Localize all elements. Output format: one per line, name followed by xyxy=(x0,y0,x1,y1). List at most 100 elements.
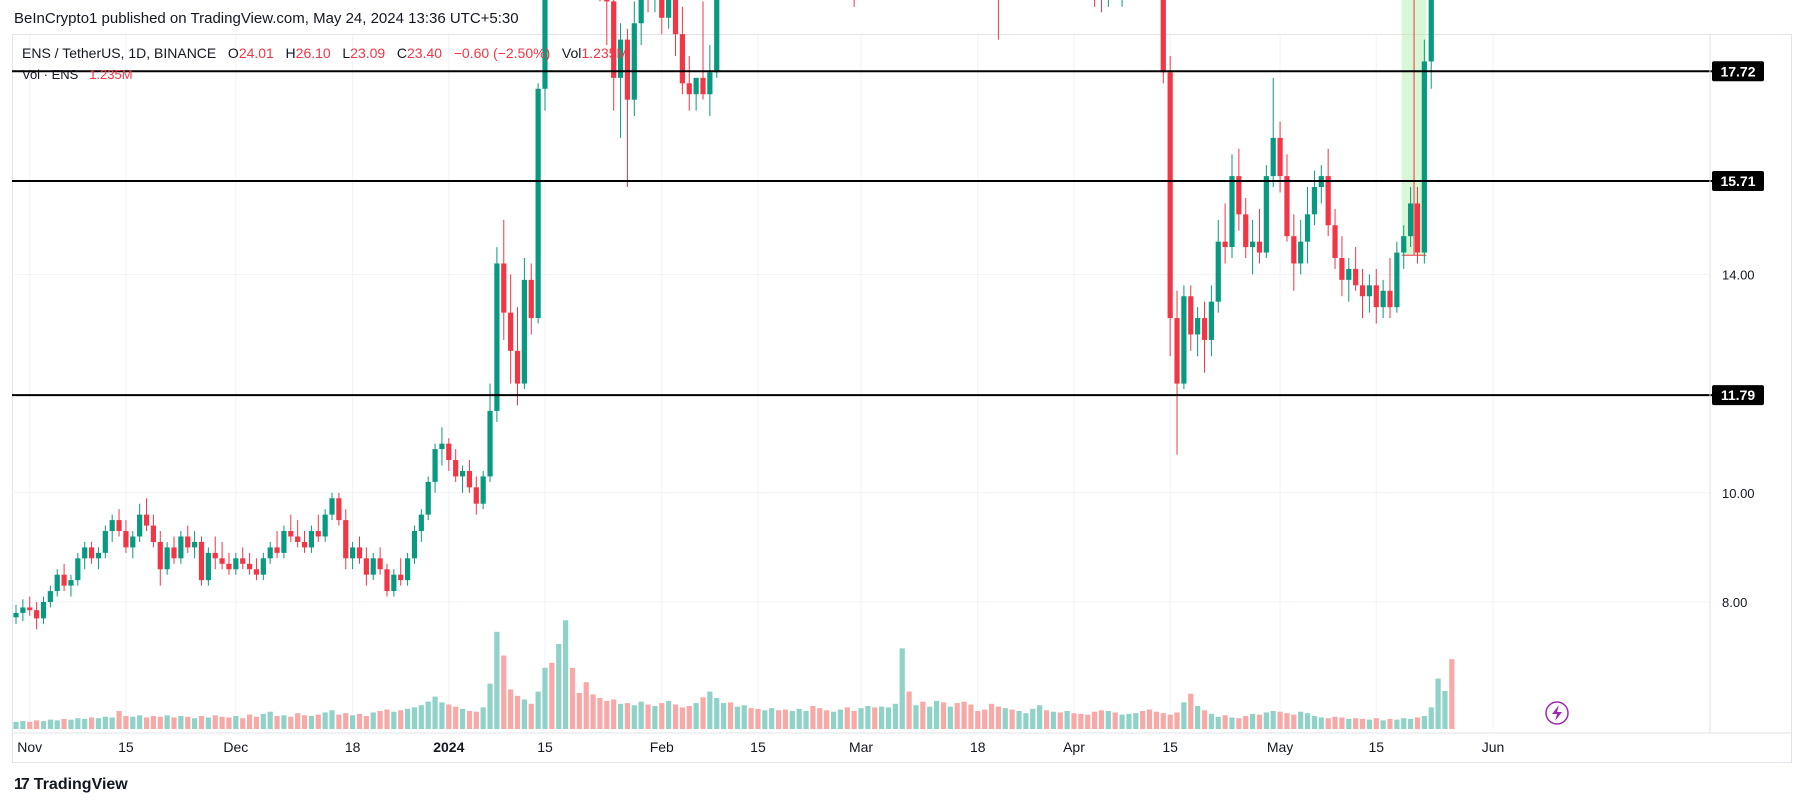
volume-bar xyxy=(583,682,589,729)
x-tick-label: 15 xyxy=(1162,739,1178,755)
lightning-icon[interactable] xyxy=(1545,701,1569,725)
volume-bar xyxy=(253,716,260,729)
volume-bar xyxy=(82,718,88,729)
volume-bar xyxy=(1359,718,1366,729)
volume-bar xyxy=(1408,718,1414,729)
volume-bar xyxy=(1304,713,1311,729)
volume-bar xyxy=(418,705,424,729)
volume-bar xyxy=(308,716,315,729)
volume-bar xyxy=(611,699,617,729)
volume-bar xyxy=(1311,716,1318,729)
volume-bar xyxy=(130,716,136,729)
candle-body xyxy=(514,350,521,384)
volume-bar xyxy=(1009,709,1015,729)
level-price-box xyxy=(1712,385,1764,406)
candle-body xyxy=(329,498,335,515)
volume-bar xyxy=(1421,716,1427,729)
tradingview-footer[interactable]: 17 TradingView xyxy=(14,776,128,794)
volume-bar xyxy=(123,716,129,729)
candle-body xyxy=(1291,236,1297,264)
candle-body xyxy=(1195,318,1201,335)
volume-bar xyxy=(789,711,795,729)
candle-body xyxy=(192,541,198,548)
volume-bar xyxy=(1277,711,1283,729)
volume-bar xyxy=(940,702,947,729)
candle-body xyxy=(501,263,507,313)
candle-body xyxy=(1215,241,1221,302)
candle-body xyxy=(487,410,493,477)
volume-bar xyxy=(1414,717,1421,729)
candle-body xyxy=(123,531,129,548)
candle-body xyxy=(68,580,74,586)
x-tick-label: 2024 xyxy=(433,739,464,755)
candle-body xyxy=(508,312,514,351)
volume-bar xyxy=(590,694,596,729)
candle-body xyxy=(343,520,349,559)
candle-body xyxy=(20,607,26,613)
volume-bar xyxy=(913,705,919,729)
candle-body xyxy=(61,574,67,586)
volume-bar xyxy=(872,707,878,729)
candle-body xyxy=(1229,176,1235,248)
candle-body xyxy=(1201,318,1208,340)
candle-body xyxy=(672,0,679,35)
x-tick-label: May xyxy=(1267,739,1293,755)
candle-body xyxy=(82,547,88,559)
x-tick-label: 15 xyxy=(750,739,766,755)
volume-bar xyxy=(411,707,418,729)
candle-body xyxy=(116,520,122,532)
volume-bar xyxy=(1201,710,1208,729)
volume-bar xyxy=(68,719,74,729)
candle-body xyxy=(453,460,459,477)
volume-bar xyxy=(198,716,205,729)
volume-bar xyxy=(267,711,273,729)
y-tick-label: 8.00 xyxy=(1722,595,1747,610)
volume-bar xyxy=(432,696,438,729)
volume-bar xyxy=(1442,690,1448,729)
candle-body xyxy=(1236,176,1242,215)
volume-bar xyxy=(192,718,198,729)
volume-bar xyxy=(459,708,466,729)
candle-body xyxy=(535,88,541,319)
volume-bar xyxy=(1236,718,1242,729)
x-tick-label: Feb xyxy=(650,739,674,755)
volume-bar xyxy=(1263,712,1269,729)
candle-body xyxy=(137,514,143,537)
candle-body xyxy=(233,558,239,570)
candle-body xyxy=(1277,137,1283,177)
volume-bar xyxy=(185,716,191,729)
volume-bar xyxy=(274,716,280,729)
volume-bar xyxy=(858,708,864,729)
volume-bar xyxy=(1037,705,1043,729)
volume-bar xyxy=(927,706,933,729)
candle-body xyxy=(446,443,452,461)
volume-series-label[interactable]: Vol · ENS xyxy=(22,67,79,82)
y-tick-label: 10.00 xyxy=(1722,486,1755,501)
candle-body xyxy=(240,558,246,564)
volume-bar xyxy=(1043,710,1050,729)
candle-body xyxy=(370,558,376,575)
candle-body xyxy=(480,476,486,504)
candle-body xyxy=(246,563,253,570)
volume-bar xyxy=(617,703,624,729)
volume-bar xyxy=(446,704,452,729)
open-value: 24.01 xyxy=(238,45,274,61)
volume-bar xyxy=(1119,714,1125,729)
volume-bar xyxy=(1318,717,1324,729)
symbol-label[interactable]: ENS / TetherUS, 1D, BINANCE xyxy=(22,45,217,61)
x-tick-label: 15 xyxy=(1368,739,1384,755)
volume-bar xyxy=(556,644,562,729)
volume-bar xyxy=(281,715,287,729)
candle-body xyxy=(631,23,637,100)
candle-body xyxy=(404,558,411,581)
volume-bar xyxy=(370,712,376,729)
volume-bar xyxy=(246,714,253,729)
x-tick-label: 15 xyxy=(118,739,134,755)
volume-bar xyxy=(975,711,981,729)
volume-bar xyxy=(143,717,150,729)
candle-body xyxy=(624,39,631,100)
candle-body xyxy=(102,531,108,553)
candle-body xyxy=(95,552,102,559)
candle-body xyxy=(384,569,390,592)
